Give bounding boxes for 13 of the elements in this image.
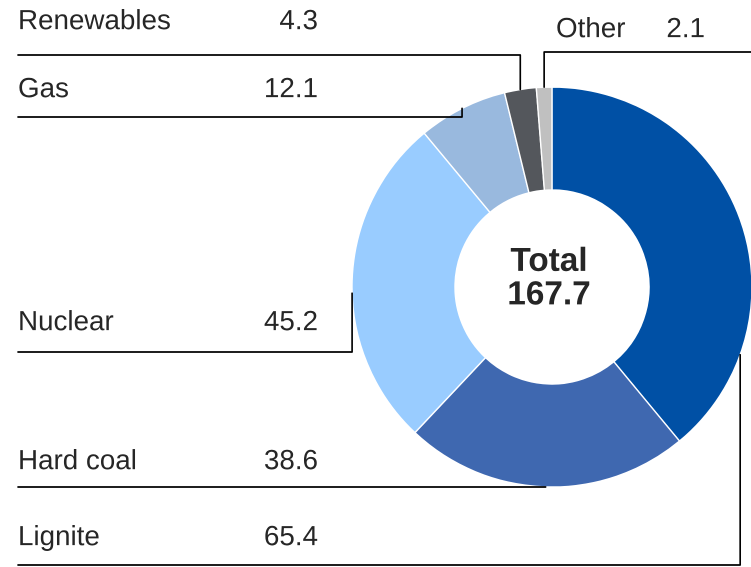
text: Total 167.7 xyxy=(509,246,590,305)
slice-label: Nuclear xyxy=(20,310,114,330)
slice-label: Lignite xyxy=(20,525,99,551)
data-label: 4.3 xyxy=(280,10,317,30)
data-label: 38.6 xyxy=(265,450,317,470)
data-label: 2.1 xyxy=(668,18,704,38)
data-label: 45.2 xyxy=(264,310,317,330)
data-label: 65.4 xyxy=(265,526,318,546)
slice-label: Gas xyxy=(19,78,68,98)
slice-label: Renewables xyxy=(20,9,170,30)
slice-label: Hard coal xyxy=(20,449,136,470)
slice-label: Other xyxy=(557,17,626,38)
data-label: 12.1 xyxy=(266,78,317,98)
